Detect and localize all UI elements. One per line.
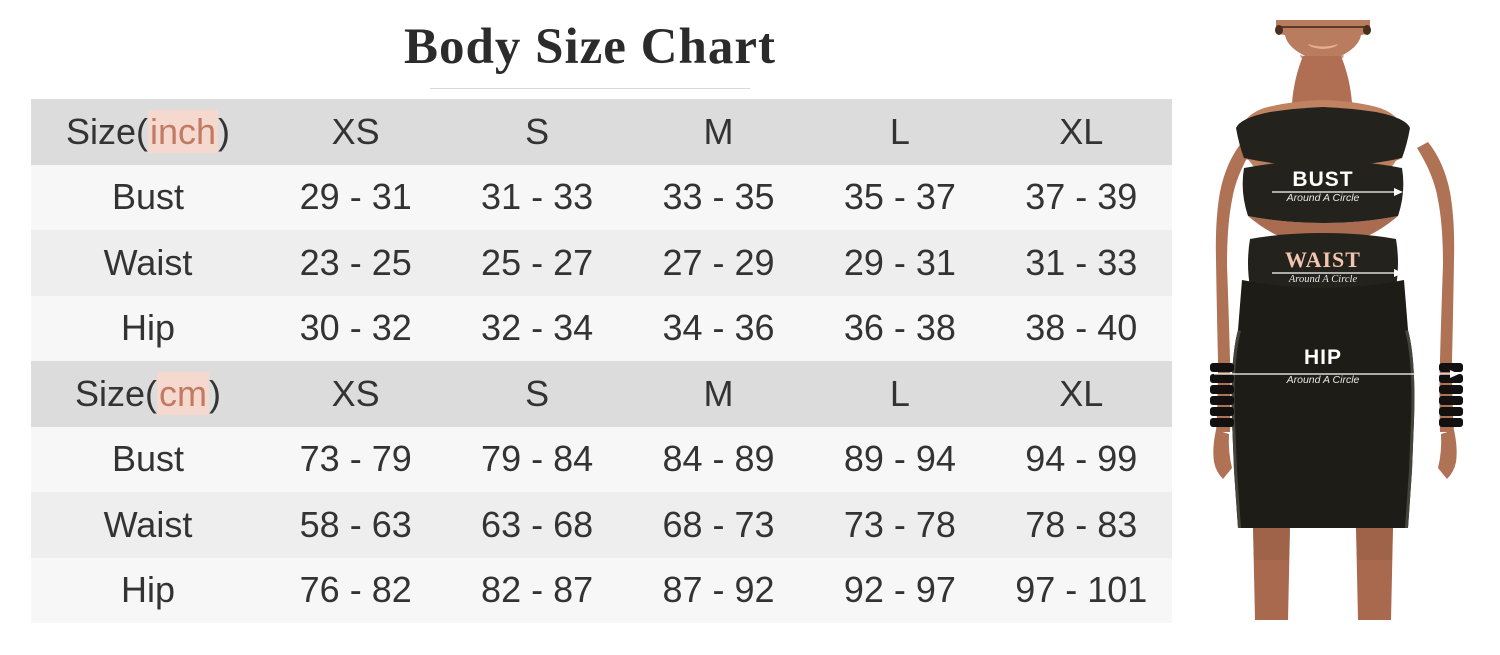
svg-text:WAIST: WAIST xyxy=(1285,247,1361,272)
svg-text:Around A Circle: Around A Circle xyxy=(1286,192,1360,204)
svg-text:HIP: HIP xyxy=(1304,346,1342,369)
svg-text:BUST: BUST xyxy=(1292,168,1353,191)
svg-text:Around A Circle: Around A Circle xyxy=(1286,374,1360,386)
svg-text:Around A Circle: Around A Circle xyxy=(1288,274,1358,285)
